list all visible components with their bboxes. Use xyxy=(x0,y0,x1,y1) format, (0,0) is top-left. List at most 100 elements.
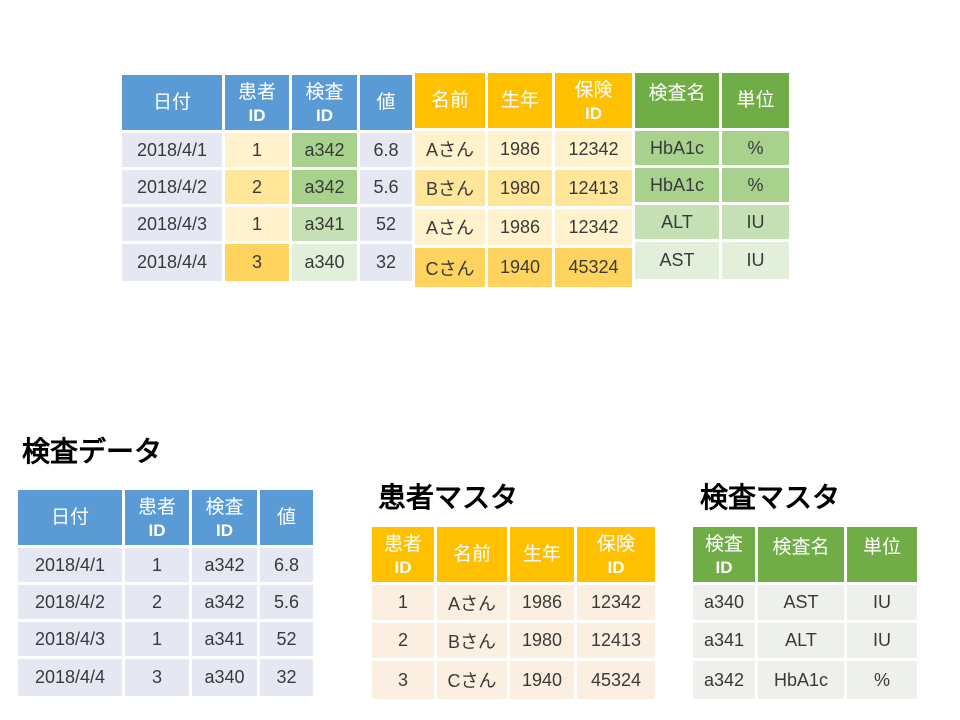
table-row: 3 Cさん 1940 45324 xyxy=(372,661,655,699)
column-header: 名前 xyxy=(437,527,510,585)
table-cell: IU xyxy=(847,623,917,661)
column-header-sublabel: ID xyxy=(715,557,733,577)
column-header-label: 患者 xyxy=(237,81,276,103)
merged-table-lab-data-section: 日付 患者 ID 検査 ID 値 2018/4/1 1 a342 6.8 2018/4/2 2 a342… xyxy=(122,75,412,281)
table-cell: Aさん xyxy=(437,585,510,623)
table-cell: 32 xyxy=(260,659,313,696)
table-cell: 5.6 xyxy=(260,585,313,622)
table-cell: 12342 xyxy=(577,585,655,623)
table-row: a340 AST IU xyxy=(693,585,917,623)
table-cell: 2018/4/4 xyxy=(122,244,225,281)
table-row: a342 HbA1c% xyxy=(693,661,917,699)
table-cell: a341 xyxy=(693,623,758,661)
table-cell: a340 xyxy=(192,659,260,696)
table-cell: 2018/4/4 xyxy=(18,659,125,696)
table-row: AST IU xyxy=(635,242,789,279)
table-row: 2018/4/1 1 a342 6.8 xyxy=(122,133,412,170)
header-row: 日付 患者 ID 検査 ID 値 xyxy=(122,75,412,133)
table-cell: a340 xyxy=(292,244,360,281)
table-row: 2018/4/2 2 a342 5.6 xyxy=(18,585,313,622)
column-header-label: 検査 xyxy=(205,496,244,518)
column-header: 生年 xyxy=(488,73,555,131)
table-row: a341 ALT IU xyxy=(693,623,917,661)
table-cell: 2018/4/1 xyxy=(18,548,125,585)
table-cell: 12413 xyxy=(577,623,655,661)
column-header: 検査 ID xyxy=(693,527,758,585)
table-cell: % xyxy=(722,131,789,168)
table-row: Bさん 1980 12413 xyxy=(415,170,632,209)
test-master-table: 検査 ID 検査名 単位 a340 AST IU a341 ALT IU a342 HbA1c% xyxy=(693,527,917,699)
table-cell: IU xyxy=(722,205,789,242)
column-header-label: 生年 xyxy=(522,544,561,565)
column-header-sublabel: ID xyxy=(216,520,233,540)
table-cell: 3 xyxy=(225,244,292,281)
table-cell: 1 xyxy=(372,585,437,623)
patient-master-table-title: 患者マスタ xyxy=(378,482,519,513)
table-cell: a341 xyxy=(192,622,260,659)
column-header: 検査 ID xyxy=(292,75,360,133)
column-header: 単位 xyxy=(847,527,917,585)
column-header-sublabel: ID xyxy=(585,103,602,123)
column-header: 検査名 xyxy=(758,527,847,585)
table-cell: 5.6 xyxy=(360,170,412,207)
column-header: 検査 ID xyxy=(192,490,260,548)
table-cell: 1 xyxy=(125,622,192,659)
table-cell: HbA1c xyxy=(635,131,722,168)
table-cell: 45324 xyxy=(577,661,655,699)
lab-data-table-title: 検査データ xyxy=(22,436,163,467)
table-cell: % xyxy=(722,168,789,205)
table-cell: 1980 xyxy=(488,170,555,209)
column-header: 日付 xyxy=(18,490,125,548)
table-cell: 12342 xyxy=(555,209,632,248)
table-cell: Cさん xyxy=(415,248,488,287)
column-header-label: 検査 xyxy=(305,81,344,103)
column-header: 単位 xyxy=(722,73,789,131)
table-cell: 1986 xyxy=(510,585,577,623)
table-cell: Cさん xyxy=(437,661,510,699)
column-header-label: 日付 xyxy=(152,92,191,113)
table-cell: 2018/4/2 xyxy=(18,585,125,622)
column-header: 患者 ID xyxy=(125,490,192,548)
column-header: 保険 ID xyxy=(577,527,655,585)
table-cell: a341 xyxy=(292,207,360,244)
table-cell: 2 xyxy=(372,623,437,661)
table-cell: a342 xyxy=(192,585,260,622)
merged-table: 日付 患者 ID 検査 ID 値 2018/4/1 1 a342 6.8 2018/4/2 2 a342… xyxy=(122,73,789,287)
test-master-table-title: 検査マスタ xyxy=(700,482,841,513)
table-cell: AST xyxy=(758,585,847,623)
table-cell: Aさん xyxy=(415,209,488,248)
table-cell: IU xyxy=(847,585,917,623)
column-header-label: 値 xyxy=(376,92,396,113)
table-cell: Bさん xyxy=(415,170,488,209)
table-cell: 1 xyxy=(225,207,292,244)
table-row: 2018/4/2 2 a342 5.6 xyxy=(122,170,412,207)
column-header-label: 患者 xyxy=(137,496,176,518)
column-header: 検査名 xyxy=(635,73,722,131)
column-header-label: 生年 xyxy=(500,90,539,111)
table-cell: HbA1c xyxy=(635,168,722,205)
table-cell: a342 xyxy=(292,133,360,170)
column-header: 患者 ID xyxy=(225,75,292,133)
table-cell: 2 xyxy=(125,585,192,622)
table-cell: 45324 xyxy=(555,248,632,287)
table-cell: 1986 xyxy=(488,131,555,170)
table-cell: AST xyxy=(635,242,722,279)
header-row: 患者 ID 名前 生年 保険 ID xyxy=(372,527,655,585)
table-row: 2018/4/1 1 a342 6.8 xyxy=(18,548,313,585)
column-header: 患者 ID xyxy=(372,527,437,585)
table-cell: 1986 xyxy=(488,209,555,248)
table-cell: 2018/4/1 xyxy=(122,133,225,170)
column-header-sublabel: ID xyxy=(316,105,333,125)
column-header: 値 xyxy=(260,490,313,548)
column-header: 生年 xyxy=(510,527,577,585)
column-header-label: 患者 xyxy=(383,533,422,555)
table-row: HbA1c% xyxy=(635,168,789,205)
table-row: 2018/4/3 1 a341 52 xyxy=(122,207,412,244)
column-header-label: 検査名 xyxy=(648,83,706,104)
column-header-label: 単位 xyxy=(862,537,901,558)
table-cell: 1 xyxy=(125,548,192,585)
table-cell: 3 xyxy=(125,659,192,696)
table-row: 2018/4/4 3 a340 32 xyxy=(122,244,412,281)
merged-table-test-section: 検査名 単位 HbA1c% HbA1c% ALT IU AST IU xyxy=(635,73,789,279)
